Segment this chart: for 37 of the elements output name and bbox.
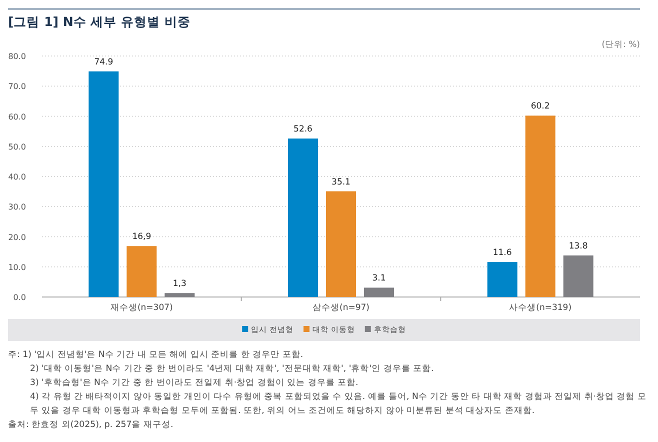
data-label: 74.9 <box>94 57 114 68</box>
y-tick-label: 60.0 <box>8 112 26 122</box>
bar <box>525 116 556 297</box>
x-tick-label: 사수생(n=319) <box>509 303 572 313</box>
y-tick-label: 20.0 <box>8 232 26 242</box>
bar <box>364 288 394 297</box>
text: 4) 각 유형 간 배타적이지 않아 동일한 개인이 다수 유형에 중복 포함되었을 수 있음. 예를 들어, N수 기간 동안 타 대학 재학 경험과 전일제 취·창업 경험 모두 있을 경우 대학 이동형과 후학습형 모두에 포함됨. 또한, 위의 어느 조건에도 해당하지 않아 미분류된 분석 대상자도 존재함. <box>29 391 648 418</box>
y-tick-label: 50.0 <box>8 142 26 152</box>
data-label: 52.6 <box>294 124 312 135</box>
data-label: 1,3 <box>172 279 186 290</box>
x-tick-label: 삼수생(n=97) <box>312 303 370 313</box>
y-tick-label: 70.0 <box>8 82 26 92</box>
text: 주: 1) '입시 전념형'은 N수 기간 내 모든 해에 입시 준비를 한 경우만 포함. <box>8 349 304 362</box>
source-note: 출처: 한효정 외(2025), p. 257을 재구성. <box>8 419 174 432</box>
y-tick-label: 10.0 <box>8 262 26 272</box>
chart-title: [그림 1] N수 세부 유형별 비중 <box>8 14 190 29</box>
bar <box>88 71 119 297</box>
x-tick-label: 재수생(n=307) <box>110 303 173 313</box>
bar <box>288 138 318 297</box>
bar <box>487 262 518 297</box>
data-label: 16,9 <box>132 232 152 242</box>
data-label: 13.8 <box>568 241 588 252</box>
text: 3) '후학습형'은 N수 기간 중 한 번이라도 전일제 취·창업 경험이 있는 경우를 포함. <box>29 377 360 390</box>
y-tick-label: 0.0 <box>13 293 26 302</box>
data-label: 60.2 <box>530 102 550 112</box>
data-label: 35.1 <box>332 177 350 188</box>
data-label: 3.1 <box>372 274 386 284</box>
data-label: 11.6 <box>492 248 512 258</box>
y-tick-label: 40.0 <box>8 172 26 182</box>
y-axis-title: (단위: %) <box>602 40 640 50</box>
bar <box>164 293 195 297</box>
text: 2) '대학 이동형'은 N수 기간 중 한 번이라도 '4년제 대학 재학', '전문대학 재학', '휴학'인 경우를 포함. <box>29 363 435 376</box>
y-tick-label: 80.0 <box>8 52 26 61</box>
bar <box>326 191 356 297</box>
y-tick-label: 30.0 <box>8 202 26 212</box>
bar <box>563 255 594 297</box>
bar <box>126 246 157 297</box>
